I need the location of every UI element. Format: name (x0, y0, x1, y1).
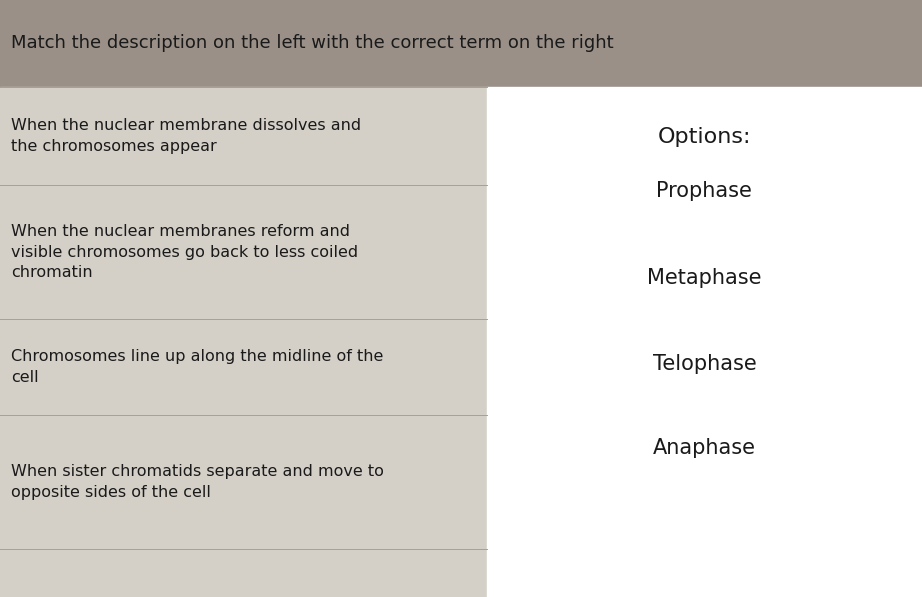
Text: When the nuclear membranes reform and
visible chromosomes go back to less coiled: When the nuclear membranes reform and vi… (11, 224, 358, 280)
Text: Anaphase: Anaphase (653, 438, 756, 458)
Text: Chromosomes line up along the midline of the
cell: Chromosomes line up along the midline of… (11, 349, 384, 385)
Text: When sister chromatids separate and move to
opposite sides of the cell: When sister chromatids separate and move… (11, 464, 384, 500)
Bar (0, 0, 922, 87)
Text: Telophase: Telophase (653, 354, 756, 374)
Text: Metaphase: Metaphase (647, 267, 762, 288)
Text: When the nuclear membrane dissolves and
the chromosomes appear: When the nuclear membrane dissolves and … (11, 118, 361, 153)
Text: Prophase: Prophase (656, 181, 752, 201)
Text: Match the description on the left with the correct term on the right: Match the description on the left with t… (11, 34, 614, 53)
Text: Options:: Options: (657, 127, 751, 147)
Bar (487, 87, 922, 597)
Bar (0, 87, 487, 597)
